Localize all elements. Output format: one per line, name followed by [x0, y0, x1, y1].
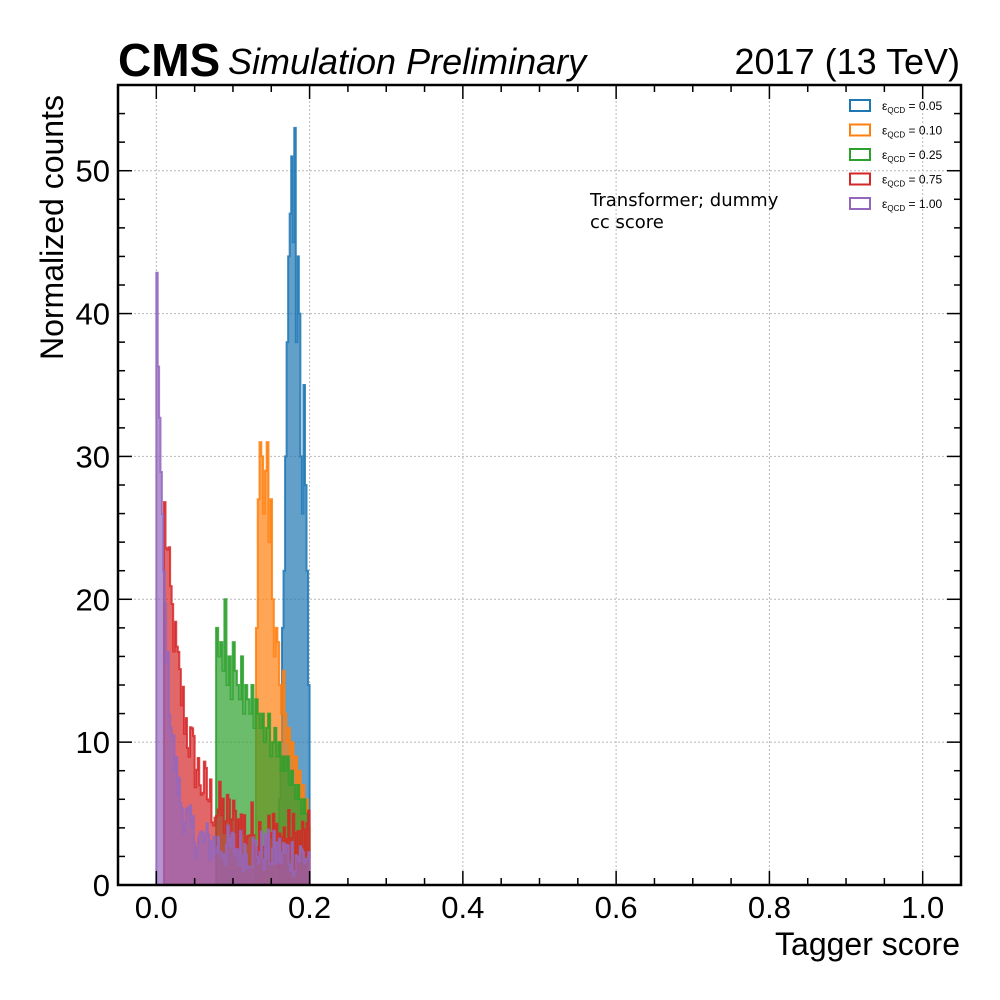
- legend-label: εQCD = 0.75: [882, 173, 942, 189]
- x-tick-label: 0.6: [595, 890, 638, 925]
- simulation-label: Simulation Preliminary: [228, 41, 588, 82]
- y-tick-label: 20: [76, 582, 110, 617]
- x-tick-label: 0.2: [288, 890, 331, 925]
- x-tick-label: 0.4: [441, 890, 484, 925]
- legend-label: εQCD = 0.25: [882, 148, 942, 164]
- histogram-series-layer: [155, 126, 311, 886]
- legend-swatch: [849, 172, 871, 186]
- x-tick-label: 0.0: [135, 890, 178, 925]
- legend-label: εQCD = 0.05: [882, 99, 942, 115]
- histogram-series-eps_0-25: [215, 598, 311, 886]
- legend: εQCD = 0.05 εQCD = 0.10 εQCD = 0.25 εQCD = …: [849, 99, 942, 213]
- legend-label: εQCD = 1.00: [882, 197, 942, 213]
- model-annotation-line-1: Transformer; dummy: [589, 190, 779, 211]
- x-tick-label: 0.8: [748, 890, 791, 925]
- legend-swatch: [849, 197, 871, 210]
- y-tick-label: 30: [76, 439, 110, 474]
- histogram-series-eps_1-00: [155, 271, 311, 886]
- model-annotation-line-2: cc score: [590, 212, 664, 233]
- legend-label: εQCD = 0.10: [882, 124, 942, 140]
- x-axis-title: Tagger score: [775, 926, 960, 962]
- legend-swatch: [849, 148, 871, 161]
- y-tick-label: 0: [93, 868, 110, 903]
- histogram-series-eps_0-05: [277, 126, 311, 886]
- x-tick-label: 1.0: [901, 890, 944, 925]
- y-tick-label: 10: [76, 725, 110, 760]
- y-axis-title: Normalized counts: [34, 95, 70, 360]
- legend-swatch: [849, 99, 871, 112]
- cms-label: CMS: [118, 34, 220, 86]
- legend-swatch: [849, 123, 871, 137]
- axes: [116, 83, 963, 887]
- y-tick-label: 50: [76, 154, 110, 189]
- tick-labels: 0.0 0.2 0.4 0.6 0.8 1.0 0 10 20 30 40 50: [76, 154, 945, 925]
- y-tick-label: 40: [76, 297, 110, 332]
- lumi-label: 2017 (13 TeV): [735, 41, 961, 82]
